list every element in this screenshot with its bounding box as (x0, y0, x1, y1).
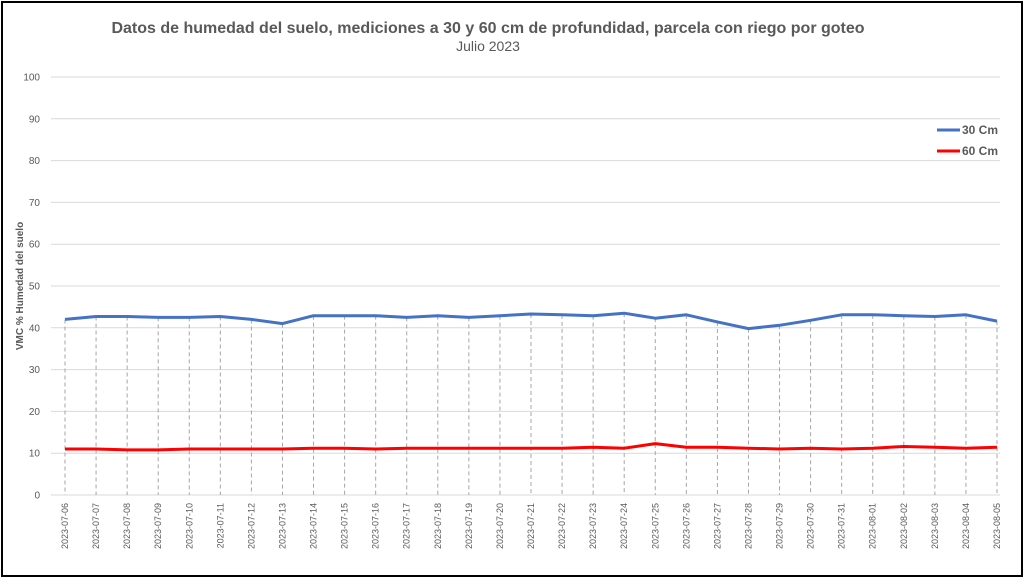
x-tick-label: 2023-07-10 (184, 503, 194, 549)
x-tick-label: 2023-07-06 (60, 503, 70, 549)
x-tick-label: 2023-08-05 (992, 503, 1002, 549)
x-tick-label: 2023-08-03 (930, 503, 940, 549)
x-tick-label: 2023-07-17 (402, 503, 412, 549)
x-tick-label: 2023-08-04 (961, 503, 971, 549)
x-tick-label: 2023-07-11 (215, 503, 225, 548)
x-tick-label: 2023-07-14 (309, 503, 319, 549)
x-tick-label: 2023-07-29 (775, 503, 785, 549)
chart-title: Datos de humedad del suelo, mediciones a… (111, 20, 864, 37)
x-tick-label: 2023-07-15 (340, 503, 350, 549)
chart-subtitle: Julio 2023 (456, 38, 520, 54)
y-tick-label: 40 (29, 323, 41, 334)
x-tick-label: 2023-07-26 (681, 503, 691, 549)
y-tick-label: 0 (34, 491, 40, 502)
x-tick-label: 2023-07-08 (122, 503, 132, 549)
x-axis-ticks: 2023-07-06 2023-07-07 2023-07-08 2023-07-09… (60, 503, 1002, 549)
y-axis-label: VMC % Humedad del suelo (15, 222, 26, 350)
x-tick-label: 2023-08-02 (899, 503, 909, 549)
y-tick-label: 50 (29, 282, 41, 293)
legend-label: 60 Cm (962, 144, 998, 158)
legend: 30 Cm 60 Cm (937, 123, 998, 158)
gridlines (51, 76, 1000, 496)
x-tick-label: 2023-07-12 (246, 503, 256, 549)
y-tick-label: 20 (29, 407, 41, 418)
x-tick-label: 2023-07-31 (837, 503, 847, 549)
y-tick-label: 90 (29, 114, 41, 125)
x-tick-label: 2023-07-27 (712, 503, 722, 549)
y-tick-label: 100 (23, 73, 40, 84)
y-tick-label: 60 (29, 240, 41, 251)
x-tick-label: 2023-07-22 (557, 503, 567, 549)
x-tick-label: 2023-07-24 (619, 503, 629, 549)
series-line-0 (64, 311, 998, 331)
x-tick-label: 2023-07-23 (588, 503, 598, 549)
y-tick-label: 30 (29, 365, 41, 376)
y-tick-label: 10 (29, 449, 41, 460)
x-tick-label: 2023-07-28 (743, 503, 753, 549)
legend-label: 30 Cm (962, 123, 998, 137)
x-tick-label: 2023-07-30 (806, 503, 816, 549)
series-line-1 (65, 442, 998, 452)
y-axis-ticks: 0 10 20 30 40 50 60 70 80 90 100 (23, 73, 40, 502)
y-tick-label: 80 (29, 156, 41, 167)
x-tick-label: 2023-07-16 (371, 503, 381, 549)
x-tick-label: 2023-07-25 (650, 503, 660, 549)
y-tick-label: 70 (29, 198, 41, 209)
x-tick-label: 2023-07-18 (433, 503, 443, 549)
x-tick-label: 2023-08-01 (868, 503, 878, 549)
x-tick-label: 2023-07-19 (464, 503, 474, 549)
x-tick-label: 2023-07-21 (526, 503, 536, 549)
x-tick-label: 2023-07-20 (495, 503, 505, 549)
x-tick-label: 2023-07-07 (91, 503, 101, 549)
x-tick-label: 2023-07-13 (277, 503, 287, 549)
series-lines (64, 311, 998, 452)
x-tick-label: 2023-07-09 (153, 503, 163, 549)
